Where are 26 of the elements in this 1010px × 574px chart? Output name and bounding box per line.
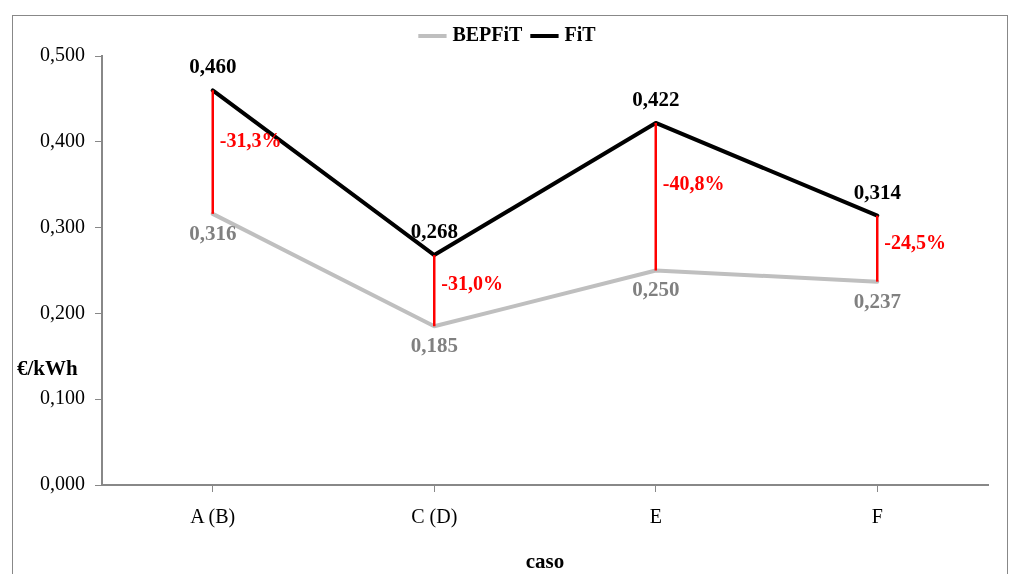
annotation: -40,8% <box>662 172 725 195</box>
y-tick-label: 0,400 <box>40 129 85 152</box>
data-label: 0,237 <box>853 288 901 313</box>
data-label: 0,422 <box>632 86 680 111</box>
data-label: 0,316 <box>189 220 237 245</box>
y-tick-label: 0,500 <box>40 43 85 66</box>
y-axis-title: €/kWh <box>17 355 79 380</box>
data-label: 0,460 <box>189 54 237 79</box>
data-label: 0,314 <box>853 179 902 204</box>
x-tick-label: A (B) <box>190 505 236 529</box>
x-tick-label: F <box>871 505 883 528</box>
y-tick-label: 0,000 <box>40 472 85 495</box>
data-label: 0,250 <box>632 277 680 302</box>
annotation: -24,5% <box>884 230 946 253</box>
annotation: -31,3% <box>219 129 282 152</box>
data-label: 0,268 <box>410 218 458 243</box>
legend-label: BEPFiT <box>452 23 524 46</box>
x-tick-label: C (D) <box>411 505 458 529</box>
x-tick-label: E <box>649 505 662 528</box>
y-tick-label: 0,200 <box>40 300 85 323</box>
x-axis-title: caso <box>525 548 565 573</box>
data-label: 0,185 <box>410 333 458 358</box>
annotation: -31,0% <box>441 272 503 295</box>
y-tick-label: 0,100 <box>40 386 85 409</box>
y-tick-label: 0,300 <box>40 214 85 237</box>
legend-label: FiT <box>564 23 597 46</box>
